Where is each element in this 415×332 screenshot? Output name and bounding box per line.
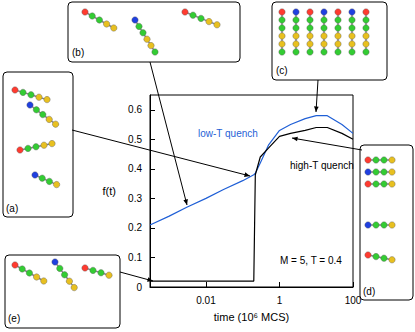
- svg-text:0.1: 0.1: [128, 252, 142, 263]
- svg-text:0.5: 0.5: [128, 134, 142, 145]
- svg-text:M = 5, T = 0.4: M = 5, T = 0.4: [280, 255, 342, 266]
- svg-text:0.6: 0.6: [128, 104, 142, 115]
- svg-text:0.01: 0.01: [196, 295, 216, 306]
- svg-text:0.4: 0.4: [128, 163, 142, 174]
- svg-text:1: 1: [277, 295, 283, 306]
- svg-text:100: 100: [345, 295, 362, 306]
- svg-text:0.2: 0.2: [128, 222, 142, 233]
- svg-text:time (10⁶ MCS): time (10⁶ MCS): [214, 311, 289, 323]
- svg-text:(d): (d): [363, 286, 375, 297]
- svg-text:high-T quench: high-T quench: [290, 160, 354, 171]
- svg-text:(e): (e): [8, 313, 20, 324]
- svg-text:low-T quench: low-T quench: [198, 128, 258, 139]
- svg-text:f(t): f(t): [103, 185, 116, 197]
- svg-text:0: 0: [136, 282, 142, 293]
- svg-text:(a): (a): [6, 203, 18, 214]
- svg-text:(c): (c): [276, 65, 288, 76]
- svg-text:(b): (b): [72, 47, 84, 58]
- svg-text:0.3: 0.3: [128, 193, 142, 204]
